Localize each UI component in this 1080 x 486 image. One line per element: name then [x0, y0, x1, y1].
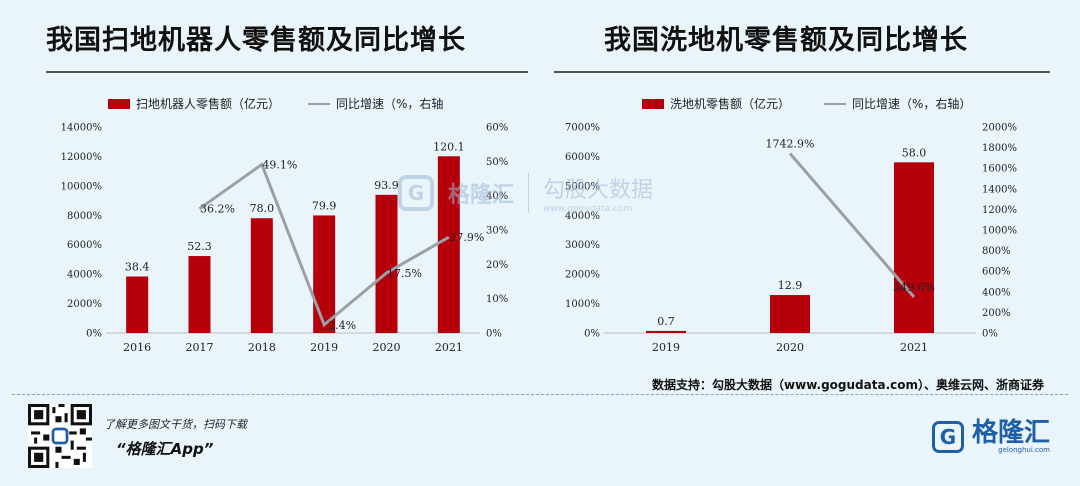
qr-code-icon[interactable]: [28, 404, 92, 468]
bar-value-label: 120.1: [433, 140, 465, 153]
bar: [126, 276, 149, 333]
legend-line-swatch: [824, 102, 847, 105]
y-tick-label-left: 3000%: [565, 240, 600, 251]
chart-legend: 洗地机零售额（亿元） 同比增速（%，右轴）: [642, 95, 971, 112]
y-tick-label-left: 6000%: [67, 240, 102, 251]
bar: [188, 256, 211, 333]
y-tick-label-right: 0%: [982, 329, 998, 340]
y-tick-label-right: 1000%: [982, 226, 1017, 237]
bar-value-label: 52.3: [187, 240, 212, 253]
promo-app-name: “格隆汇App”: [116, 440, 214, 458]
bar: [250, 218, 273, 333]
y-tick-label-right: 50%: [486, 157, 508, 168]
bar-value-label: 93.9: [374, 179, 399, 192]
brand-name: 格隆汇: [971, 418, 1050, 448]
bar: [770, 295, 810, 333]
x-tick-label: 2020: [373, 341, 401, 354]
promo-text: 了解更多图文干货，扫码下载: [104, 418, 247, 431]
growth-line: [198, 162, 450, 328]
y-tick-label-right: 30%: [486, 226, 508, 237]
chart-panel-floor-washer: 我国洗地机零售额及同比增长 洗地机零售额（亿元） 同比增速（%，右轴） 0% 10…: [540, 0, 1080, 375]
y-tick-label-right: 60%: [486, 123, 508, 134]
bar-value-label: 78.0: [250, 202, 275, 215]
y-tick-label-left: 7000%: [565, 123, 600, 134]
data-source: 数据支持：勾股大数据（www.gogudata.com）、奥维云网、浙商证券: [652, 378, 1044, 392]
x-tick-label: 2021: [900, 341, 928, 354]
line-value-label: 2.4%: [328, 319, 356, 332]
y-tick-label-right: 1200%: [982, 205, 1017, 216]
title-divider: [46, 71, 528, 73]
x-tick-label: 2019: [310, 341, 338, 354]
growth-line: [788, 152, 916, 298]
brand-logo: G 格隆汇 gelonghui.com: [931, 418, 1050, 454]
y-tick-label-left: 10000%: [61, 181, 102, 192]
y-tick-label-left: 6000%: [565, 152, 600, 163]
y-tick-label-right: 20%: [486, 260, 508, 271]
bar-value-label: 58.0: [902, 146, 927, 159]
y-tick-label-left: 5000%: [565, 181, 600, 192]
brand-logo-icon: G: [931, 421, 964, 453]
y-tick-label-right: 200%: [982, 308, 1011, 319]
y-tick-label-left: 2000%: [565, 270, 600, 281]
title-divider: [554, 71, 1050, 73]
line-value-label: 36.2%: [200, 203, 235, 216]
line-value-label: 49.1%: [262, 158, 297, 171]
x-tick-label: 2016: [123, 341, 151, 354]
x-tick-label: 2020: [776, 341, 804, 354]
legend-line-label: 同比增速（%，右轴: [336, 97, 444, 111]
bar: [313, 215, 336, 333]
chart-svg: 0% 1000% 2000% 3000% 4000% 5000% 6000% 7000% 0% 2…: [565, 123, 1017, 355]
y-tick-label-left: 14000%: [61, 123, 102, 134]
bar-value-label: 79.9: [312, 199, 337, 212]
bar: [894, 162, 934, 333]
chart-panel-robot-vacuum: 我国扫地机器人零售额及同比增长 扫地机器人零售额（亿元） 同比增速（%，右轴 0…: [0, 0, 540, 375]
chart-title: 我国扫地机器人零售额及同比增长: [46, 25, 466, 56]
y-tick-label-right: 40%: [486, 191, 508, 202]
chart-title: 我国洗地机零售额及同比增长: [604, 25, 968, 56]
legend-bar-swatch: [108, 98, 130, 109]
line-value-label: 349.6%: [893, 281, 935, 294]
bar: [375, 194, 398, 333]
bar-value-label: 38.4: [125, 260, 150, 273]
legend-bar-label: 扫地机器人零售额（亿元）: [136, 97, 281, 111]
chart-svg: 0% 2000% 4000% 6000% 8000% 10000% 12000% 14000%…: [61, 123, 509, 355]
x-tick-label: 2021: [435, 341, 463, 354]
bar: [437, 156, 460, 333]
y-tick-label-right: 400%: [982, 287, 1011, 298]
bar-value-label: 12.9: [778, 279, 803, 292]
x-tick-label: 2018: [248, 341, 276, 354]
legend-bar-label: 洗地机零售额（亿元）: [670, 97, 791, 111]
y-tick-label-left: 0%: [584, 329, 600, 340]
y-tick-label-right: 1800%: [982, 143, 1017, 154]
y-tick-label-right: 600%: [982, 267, 1011, 278]
y-tick-label-left: 0%: [86, 329, 102, 340]
chart-legend: 扫地机器人零售额（亿元） 同比增速（%，右轴: [108, 95, 443, 112]
y-tick-label-right: 2000%: [982, 123, 1017, 134]
y-tick-label-left: 1000%: [565, 299, 600, 310]
y-tick-label-right: 10%: [486, 294, 508, 305]
bar-value-label: 0.7: [657, 315, 675, 328]
y-tick-label-right: 0%: [486, 329, 502, 340]
brand-url: gelonghui.com: [998, 446, 1050, 454]
y-tick-label-right: 1400%: [982, 184, 1017, 195]
bar: [646, 330, 686, 333]
line-value-label: 17.5%: [387, 267, 422, 280]
y-tick-label-left: 2000%: [67, 299, 102, 310]
y-tick-label-left: 4000%: [67, 270, 102, 281]
line-value-label: 1742.9%: [766, 137, 815, 150]
x-tick-label: 2017: [186, 341, 214, 354]
y-tick-label-right: 800%: [982, 246, 1011, 257]
legend-line-swatch: [308, 102, 331, 105]
footer-divider: [12, 394, 1068, 395]
y-tick-label-left: 4000%: [565, 211, 600, 222]
legend-bar-swatch: [642, 98, 664, 109]
line-value-label: 27.9%: [449, 231, 484, 244]
x-tick-label: 2019: [652, 341, 680, 354]
y-tick-label-left: 8000%: [67, 211, 102, 222]
y-tick-label-left: 12000%: [61, 152, 102, 163]
y-tick-label-right: 1600%: [982, 164, 1017, 175]
legend-line-label: 同比增速（%，右轴）: [852, 97, 972, 111]
